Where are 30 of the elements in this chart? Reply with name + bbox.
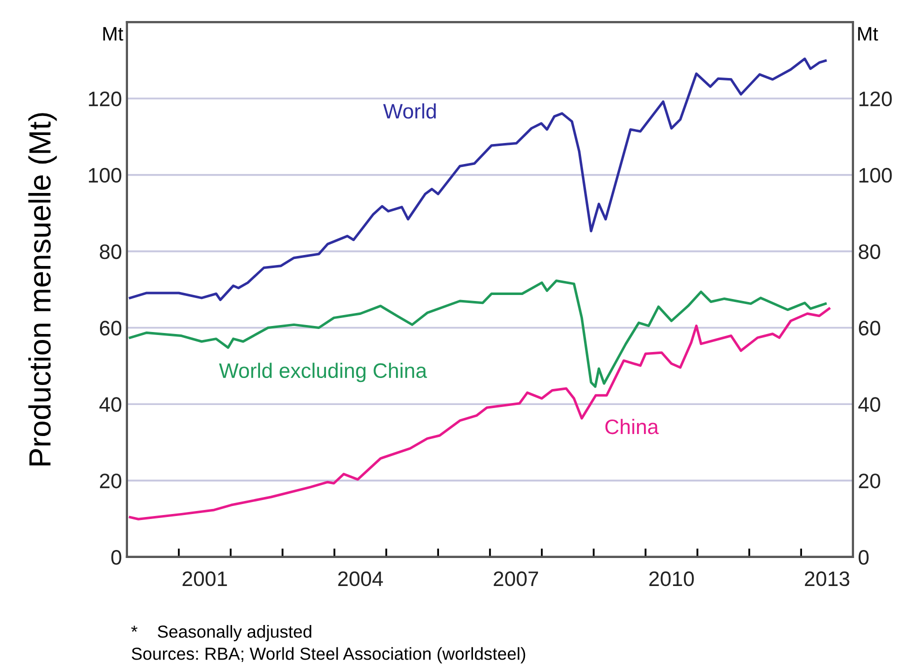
text: * Seasonally adjusted (131, 625, 312, 642)
y2-tick-label: 0 (858, 550, 869, 565)
y2-tick-label: 40 (858, 397, 880, 412)
line-series (128, 280, 827, 388)
y2-tick-label: 60 (858, 320, 880, 336)
line-series (128, 307, 830, 520)
x-tick-label: 2004 (338, 571, 383, 586)
x-tick-label: 2007 (494, 571, 538, 586)
y-tick-label: 60 (100, 320, 122, 336)
y2-axis-title: Mt (858, 27, 878, 41)
y-axis-title: Production mensuelle (Mt) (28, 113, 57, 466)
text: World (383, 103, 436, 119)
y-tick-label: 0 (111, 550, 122, 565)
y2-tick-label: 80 (858, 244, 880, 260)
y2-tick-label: 120 (859, 92, 892, 106)
y2-tick-label: 100 (859, 168, 892, 183)
y-tick-label: 100 (88, 168, 122, 183)
line-series (128, 58, 827, 302)
y-tick-label: 20 (100, 474, 122, 488)
y2-tick-label: 20 (858, 474, 880, 488)
series-label: China (605, 418, 659, 434)
source-note: Sources: RBA; World Steel Association (worldsteel) (132, 647, 526, 664)
x-tick-label: 2013 (804, 571, 850, 586)
y-tick-label: 80 (100, 244, 122, 260)
x-tick-label: 2010 (649, 571, 694, 586)
y-tick-label: 120 (88, 92, 122, 106)
text: Mt (103, 27, 124, 41)
series-label: World excluding China (219, 362, 428, 382)
y-tick-label: 40 (99, 397, 122, 412)
x-tick-label: 2001 (182, 571, 227, 586)
